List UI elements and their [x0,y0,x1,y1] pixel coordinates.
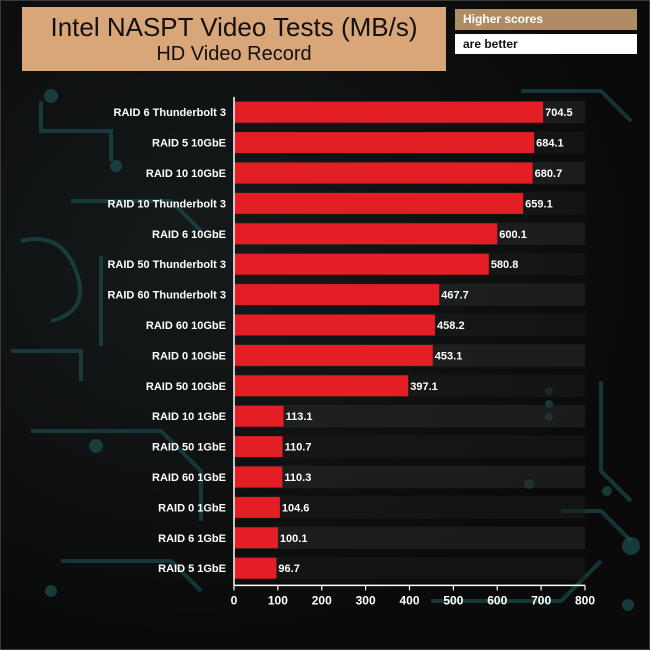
x-tick-label: 200 [312,593,332,607]
category-label: RAID 10 1GbE [152,411,226,423]
category-label: RAID 6 Thunderbolt 3 [114,107,226,119]
value-label: 397.1 [410,381,438,393]
category-label: RAID 6 10GbE [152,229,226,241]
bar [234,284,440,306]
value-label: 110.3 [284,472,311,484]
bar [234,405,284,427]
x-tick-label: 300 [356,593,376,607]
bar [234,557,277,579]
category-label: RAID 50 1GbE [152,442,226,454]
category-label: RAID 50 10GbE [146,381,226,393]
x-tick-label: 700 [531,593,551,607]
category-label: RAID 6 1GbE [158,533,226,545]
bar [234,496,280,518]
x-axis: 0 100 200 300 400 500 600 700 800 [231,97,595,607]
x-tick-label: 100 [268,593,288,607]
title-box: Intel NASPT Video Tests (MB/s) HD Video … [22,7,446,71]
are-better-note: are better [455,34,637,54]
category-label: RAID 60 1GbE [152,472,226,484]
category-label: RAID 50 Thunderbolt 3 [107,259,226,271]
category-label: RAID 10 Thunderbolt 3 [107,198,226,210]
row-band [234,465,585,489]
row-band [234,435,585,458]
bar [234,253,489,275]
category-label: RAID 60 10GbE [146,320,226,332]
bar [234,436,283,458]
x-tick-label: 500 [443,593,463,607]
bar [234,132,535,154]
row-band [234,496,585,519]
value-label: 96.7 [278,563,299,575]
x-tick-label: 600 [487,593,507,607]
category-label: RAID 0 1GbE [158,502,226,514]
value-label: 680.7 [535,168,563,180]
x-tick-label: 800 [575,593,595,607]
bars [234,101,544,579]
value-label: 704.5 [545,107,573,119]
value-label: 458.2 [437,320,465,332]
higher-scores-note: Higher scores [455,9,637,30]
chart-subtitle: HD Video Record [156,43,312,65]
bar [234,162,533,184]
category-label: RAID 5 1GbE [158,563,226,575]
value-label: 600.1 [499,229,527,241]
x-tick-label: 0 [231,593,238,607]
value-label: 684.1 [536,138,564,150]
bar [234,375,409,397]
bar [234,101,544,123]
row-band [234,557,585,580]
value-label: 659.1 [525,198,553,210]
bar [234,314,436,336]
category-label: RAID 5 10GbE [152,138,226,150]
bar [234,192,524,214]
bar [234,527,278,549]
category-label: RAID 60 Thunderbolt 3 [107,290,226,302]
category-label: RAID 0 10GbE [152,350,226,362]
chart-title: Intel NASPT Video Tests (MB/s) [50,12,418,42]
value-label: 104.6 [282,502,310,514]
category-labels: RAID 6 Thunderbolt 3 RAID 5 10GbE RAID 10 … [107,107,226,575]
x-tick-label: 400 [399,593,419,607]
bar [234,344,433,366]
bar [234,466,283,488]
value-labels: 704.5 684.1 680.7 659.1 600.1 580.8 467.7 458.2… [278,107,572,575]
value-label: 110.7 [285,442,312,454]
value-label: 467.7 [441,290,469,302]
bar [234,223,498,245]
row-band [234,405,585,428]
value-label: 453.1 [435,350,463,362]
row-band [234,526,585,549]
value-label: 113.1 [286,411,313,423]
value-label: 580.8 [491,259,519,271]
value-label: 100.1 [280,533,308,545]
category-label: RAID 10 10GbE [146,168,226,180]
